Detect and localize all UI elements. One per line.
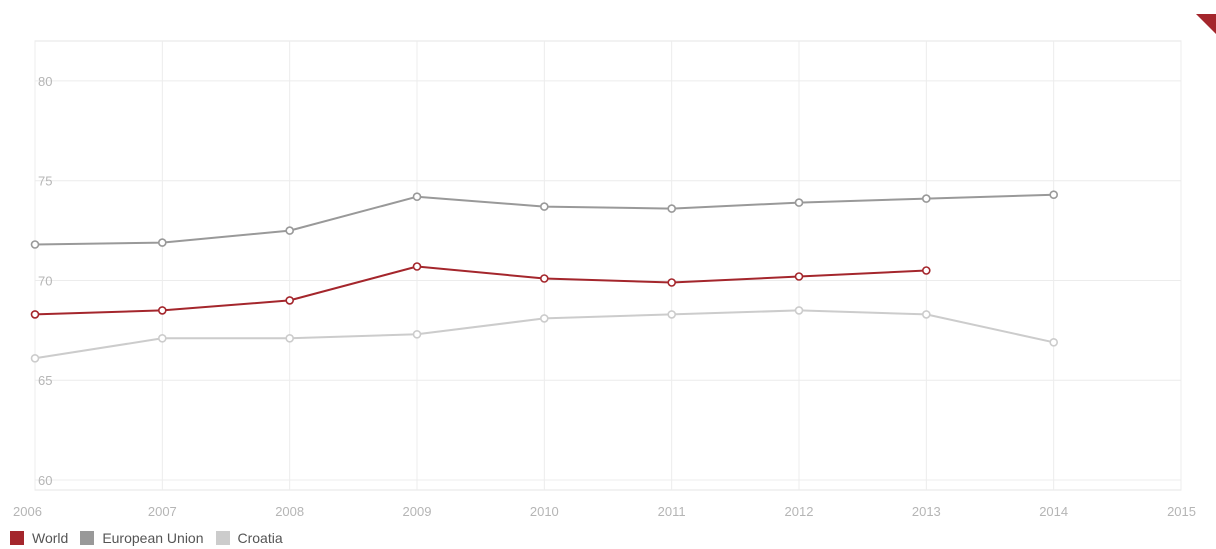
corner-ribbon-icon[interactable]	[1196, 14, 1216, 40]
y-tick-label: 75	[38, 174, 52, 189]
data-point-european-union[interactable]	[921, 194, 931, 203]
data-point-european-union[interactable]	[285, 226, 295, 235]
data-point-european-union[interactable]	[1049, 190, 1058, 199]
data-point-croatia[interactable]	[667, 310, 677, 319]
data-point-european-union[interactable]	[539, 202, 549, 211]
x-tick-label: 2013	[912, 504, 941, 519]
series-line-world	[34, 265, 928, 316]
x-tick-label: 2014	[1039, 504, 1068, 519]
legend-swatch-croatia	[215, 531, 230, 545]
data-point-croatia[interactable]	[30, 353, 40, 363]
data-point-world[interactable]	[921, 266, 931, 275]
data-point-croatia[interactable]	[539, 314, 549, 323]
legend-label-european-union: European Union	[102, 530, 204, 546]
data-point-world[interactable]	[412, 262, 422, 271]
y-tick-label: 60	[38, 473, 52, 488]
data-point-croatia[interactable]	[412, 329, 422, 339]
y-tick-label: 65	[38, 373, 52, 388]
data-point-croatia[interactable]	[158, 333, 167, 343]
y-tick-label: 70	[38, 273, 52, 288]
plot-area	[34, 40, 1182, 491]
x-tick-label: 2006	[13, 504, 42, 519]
x-tick-label: 2015	[1167, 504, 1196, 519]
data-point-european-union[interactable]	[30, 240, 40, 249]
legend-item-croatia[interactable]: Croatia	[215, 530, 283, 546]
data-point-croatia[interactable]	[1049, 337, 1058, 347]
data-point-world[interactable]	[539, 274, 549, 283]
data-point-world[interactable]	[794, 272, 804, 281]
x-tick-label: 2007	[148, 504, 177, 519]
y-axis-ticks: 60 65 70 75 80	[38, 74, 52, 488]
x-tick-label: 2011	[658, 504, 686, 519]
legend-swatch-european-union	[80, 531, 95, 545]
x-tick-label: 2009	[403, 504, 432, 519]
data-point-european-union[interactable]	[412, 192, 422, 201]
data-point-world[interactable]	[30, 310, 40, 319]
x-tick-label: 2010	[530, 504, 559, 519]
legend-item-european-union[interactable]: European Union	[80, 530, 204, 546]
corner-ribbon-shape	[1196, 14, 1216, 34]
data-point-european-union[interactable]	[794, 198, 804, 207]
legend-label-world: World	[32, 530, 69, 546]
y-tick-label: 80	[38, 74, 52, 89]
x-axis-ticks: 2006 2007 2008 2009 2010 2011 2012 2013 2014 2015	[13, 504, 1196, 519]
x-tick-label: 2012	[785, 504, 814, 519]
data-point-croatia[interactable]	[794, 306, 804, 315]
data-point-world[interactable]	[285, 296, 295, 305]
x-gridlines	[34, 41, 1182, 490]
data-point-croatia[interactable]	[921, 310, 931, 319]
legend-item-world[interactable]: World	[10, 530, 68, 546]
data-point-croatia[interactable]	[285, 333, 295, 343]
data-point-world[interactable]	[667, 278, 677, 287]
series-layer	[30, 190, 1058, 363]
data-point-european-union[interactable]	[158, 238, 167, 247]
legend-label-croatia: Croatia	[237, 530, 283, 546]
chart-legend: World European Union Croatia	[10, 530, 295, 546]
legend-swatch-world	[10, 531, 24, 545]
x-tick-label: 2008	[275, 504, 304, 519]
data-point-world[interactable]	[158, 306, 167, 315]
data-point-european-union[interactable]	[667, 204, 677, 213]
